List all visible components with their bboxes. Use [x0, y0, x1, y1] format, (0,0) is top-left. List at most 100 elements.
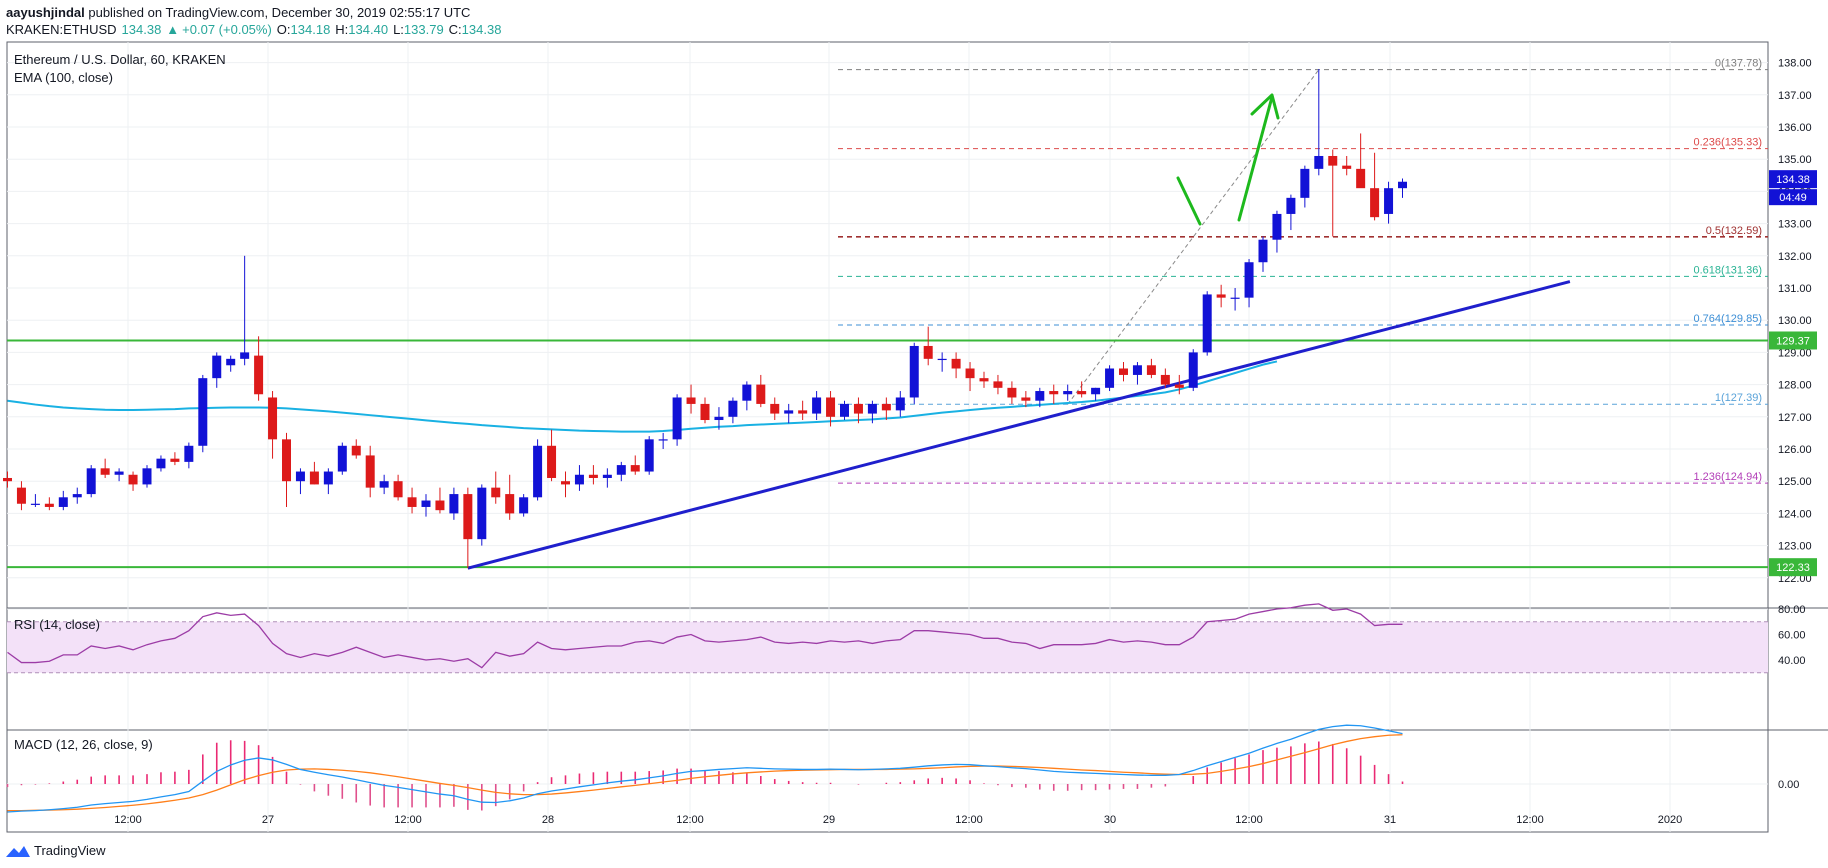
candle-body — [114, 471, 124, 475]
price-axis[interactable]: 138.00137.00136.00135.00134.00133.00132.… — [1778, 58, 1812, 791]
price-tick: 138.00 — [1778, 58, 1812, 70]
candle-body — [184, 445, 194, 462]
macd-signal-series — [7, 734, 1403, 812]
candle-body — [1230, 297, 1240, 299]
candle-body — [616, 465, 626, 475]
candle-body — [1132, 365, 1142, 375]
candle-body — [309, 471, 319, 485]
last-price-tag: 134.38 — [1776, 174, 1810, 186]
candle-body — [1063, 391, 1073, 395]
time-tick: 28 — [542, 814, 554, 826]
price-tick: 126.00 — [1778, 444, 1812, 456]
trendline[interactable] — [467, 280, 1571, 570]
support-tag: 129.37 — [1776, 335, 1810, 347]
arrow-drawings[interactable] — [1176, 93, 1280, 226]
candle-body — [1105, 368, 1115, 388]
candle-body — [212, 355, 222, 379]
candle-body — [700, 403, 710, 421]
candle-body — [547, 445, 557, 478]
candle-body — [519, 497, 529, 514]
candle-body — [1370, 188, 1380, 218]
time-tick: 12:00 — [676, 814, 704, 826]
candle-body — [1202, 294, 1212, 353]
fib-level-label: 0.5(132.59) — [1706, 225, 1762, 237]
symbol-name: KRAKEN:ETHUSD — [6, 22, 117, 37]
candle-body — [1286, 197, 1296, 214]
price-tick: 136.00 — [1778, 122, 1812, 134]
tradingview-logo-icon[interactable] — [6, 846, 30, 857]
candle-body — [867, 403, 877, 414]
candle-body — [686, 397, 696, 404]
candle-body — [784, 410, 794, 414]
close-label: C: — [449, 22, 462, 37]
rsi-tick: 80.00 — [1778, 604, 1806, 616]
price-tick: 135.00 — [1778, 154, 1812, 166]
candle-body — [16, 487, 26, 504]
rsi-band — [7, 621, 1768, 674]
candle-body — [1119, 368, 1128, 375]
price-tick: 128.00 — [1778, 380, 1812, 392]
candle-body — [254, 355, 264, 395]
candle-body — [714, 416, 724, 421]
candle-body — [477, 487, 487, 540]
close-value: 134.38 — [462, 22, 502, 37]
candle-body — [588, 474, 598, 478]
candle-body — [937, 358, 947, 361]
candle-body — [337, 445, 347, 472]
candle-body — [728, 400, 738, 417]
svg-text:aayushjindal published on Trad: aayushjindal published on TradingView.co… — [6, 5, 470, 20]
candle-body — [1356, 168, 1366, 189]
candle-body — [156, 458, 166, 469]
high-value: 134.40 — [348, 22, 388, 37]
time-tick: 12:00 — [1516, 814, 1544, 826]
candle-body — [672, 397, 682, 440]
price-change: +0.07 (+0.05%) — [182, 22, 272, 37]
candles — [3, 69, 1407, 569]
countdown-tag-bg — [1769, 189, 1817, 206]
pane-title-macd: MACD (12, 26, close, 9) — [14, 737, 153, 752]
candle-body — [44, 503, 54, 507]
candle-body — [630, 465, 640, 472]
candle-body — [351, 445, 361, 456]
rsi-series — [7, 603, 1403, 669]
low-label: L: — [393, 22, 404, 37]
published-text: published on TradingView.com, December 3… — [85, 5, 471, 20]
candle-body — [128, 474, 138, 485]
price-tick: 123.00 — [1778, 541, 1812, 553]
time-tick: 12:00 — [114, 814, 142, 826]
candle-body — [72, 494, 82, 498]
candle-body — [602, 474, 612, 478]
candle-body — [421, 500, 431, 507]
price-tick: 131.00 — [1778, 283, 1812, 295]
time-tick: 12:00 — [955, 814, 983, 826]
fib-level-label: 0(137.78) — [1715, 58, 1762, 70]
time-tick: 12:00 — [1235, 814, 1263, 826]
time-tick: 31 — [1384, 814, 1396, 826]
candle-body — [909, 345, 919, 398]
candle-body — [268, 397, 278, 440]
candle-body — [407, 497, 417, 507]
candle-body — [1328, 155, 1338, 166]
candle-body — [965, 368, 975, 379]
macd-series — [7, 724, 1403, 813]
candle-body — [756, 384, 766, 404]
price-tick: 129.00 — [1778, 347, 1812, 359]
candle-body — [1035, 391, 1045, 401]
candle-body — [226, 358, 236, 366]
price-tick: 130.00 — [1778, 315, 1812, 327]
candle-body — [770, 403, 780, 414]
author-name: aayushjindal — [6, 5, 85, 20]
candle-body — [1216, 294, 1226, 298]
fibonacci-retracement[interactable]: 0(137.78) 0.236(135.33) 0.5(132.59) 0.618(1… — [838, 58, 1768, 484]
candle-body — [1188, 352, 1198, 388]
candle-body — [100, 468, 110, 475]
candle-body — [533, 445, 543, 498]
support-tag: 122.33 — [1776, 562, 1810, 574]
countdown-tag: 04:49 — [1779, 192, 1807, 204]
candle-body — [86, 468, 96, 495]
time-axis[interactable]: 12:00 27 12:00 28 12:00 29 12:00 30 12:00 31 12:00… — [114, 814, 1682, 826]
support-lines[interactable] — [7, 339, 1768, 569]
price-tick: 132.00 — [1778, 251, 1812, 263]
